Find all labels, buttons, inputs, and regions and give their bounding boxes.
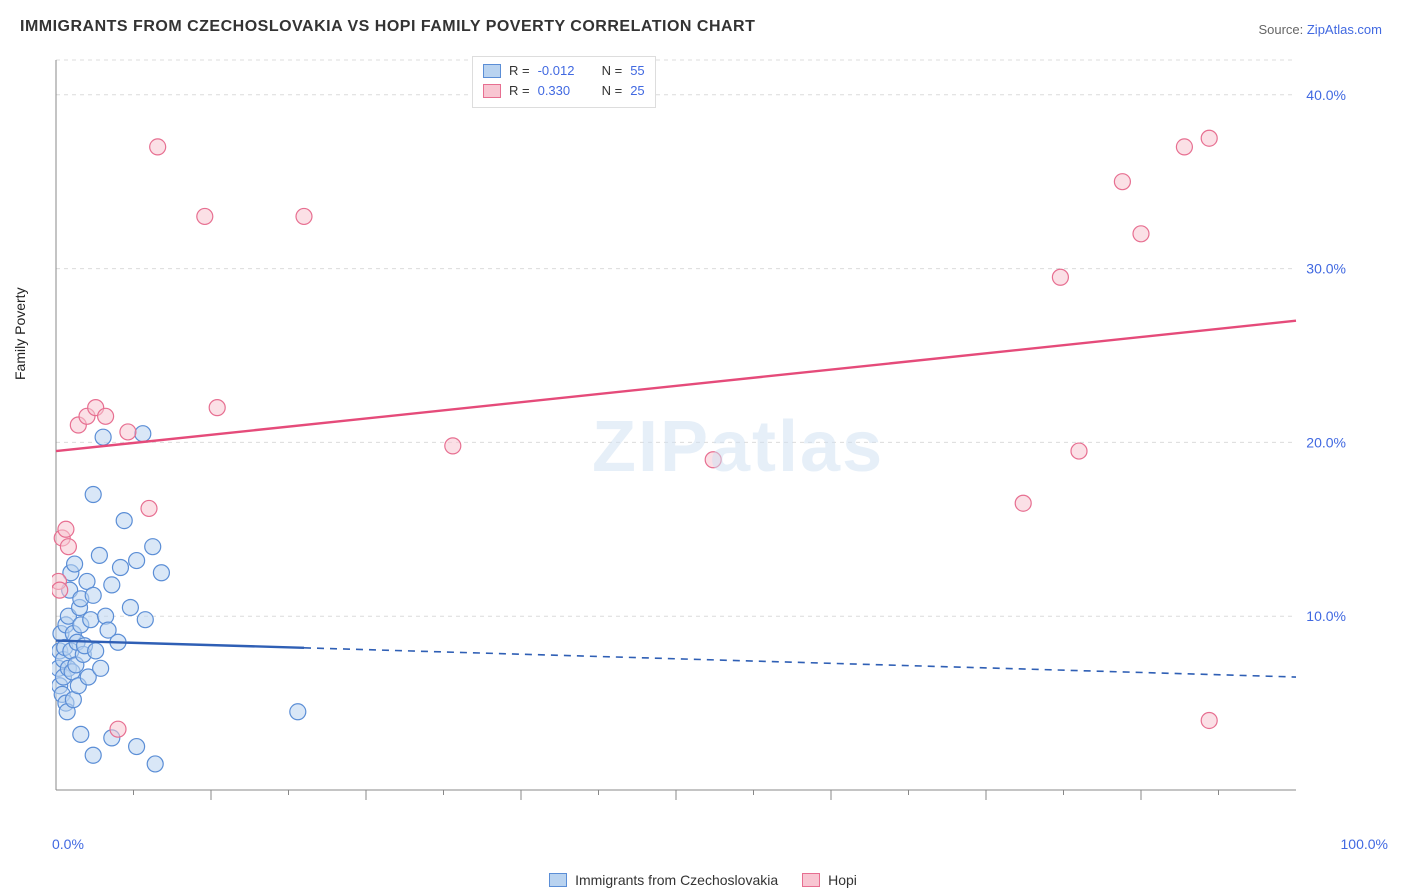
legend-swatch-series-1 (802, 873, 820, 887)
svg-text:30.0%: 30.0% (1306, 261, 1346, 277)
legend-item-0: Immigrants from Czechoslovakia (549, 872, 778, 888)
source-attribution: Source: ZipAtlas.com (1258, 22, 1382, 37)
chart-title: IMMIGRANTS FROM CZECHOSLOVAKIA VS HOPI F… (20, 18, 755, 36)
r-label: R = (509, 61, 530, 81)
legend-swatch-0 (483, 64, 501, 78)
legend-swatch-1 (483, 84, 501, 98)
r-label: R = (509, 81, 530, 101)
n-label: N = (602, 81, 623, 101)
svg-text:20.0%: 20.0% (1306, 434, 1346, 450)
n-value-1: 25 (630, 81, 644, 101)
legend-row-0: R = -0.012 N = 55 (483, 61, 645, 81)
source-link[interactable]: ZipAtlas.com (1307, 22, 1382, 37)
legend-row-1: R = 0.330 N = 25 (483, 81, 645, 101)
n-label: N = (602, 61, 623, 81)
r-value-0: -0.012 (538, 61, 588, 81)
y-axis-label: Family Poverty (12, 287, 28, 380)
scatter-chart: 10.0% 20.0% 30.0% 40.0% (52, 56, 1352, 826)
x-min-label: 0.0% (52, 836, 84, 852)
source-label: Source: (1258, 22, 1306, 37)
svg-text:40.0%: 40.0% (1306, 87, 1346, 103)
plot-area: 10.0%20.0%30.0%40.0% ZIPatlas R = -0.012… (52, 56, 1352, 826)
legend-item-1: Hopi (802, 872, 857, 888)
correlation-legend: R = -0.012 N = 55 R = 0.330 N = 25 (472, 56, 656, 108)
svg-text:10.0%: 10.0% (1306, 608, 1346, 624)
legend-label-1: Hopi (828, 872, 857, 888)
x-max-label: 100.0% (1341, 836, 1388, 852)
series-legend: Immigrants from Czechoslovakia Hopi (0, 872, 1406, 888)
legend-swatch-series-0 (549, 873, 567, 887)
n-value-0: 55 (630, 61, 644, 81)
legend-label-0: Immigrants from Czechoslovakia (575, 872, 778, 888)
r-value-1: 0.330 (538, 81, 588, 101)
